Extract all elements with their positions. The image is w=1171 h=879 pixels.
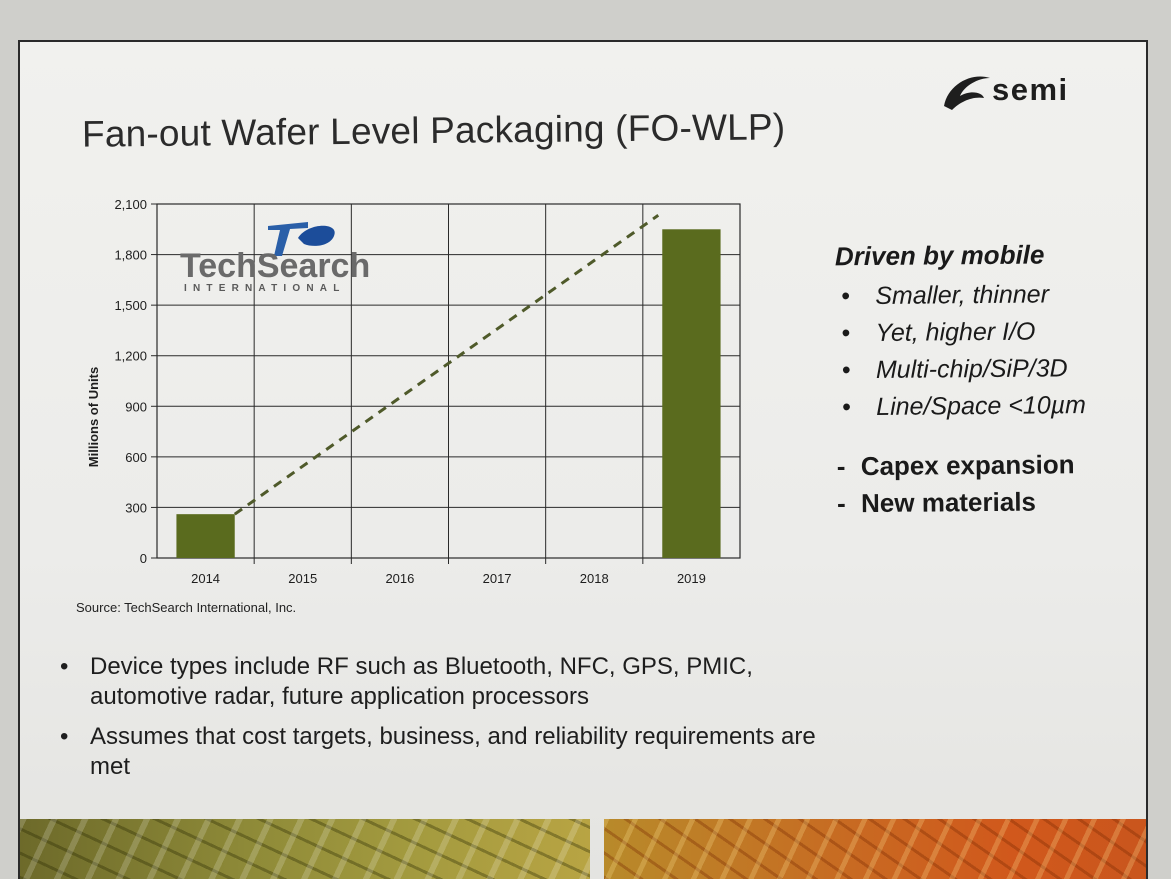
watermark-sub: INTERNATIONAL <box>184 283 346 294</box>
side-heading: Driven by mobile <box>834 239 1045 272</box>
y-tick-label: 1,200 <box>114 349 147 364</box>
chart-source: Source: TechSearch International, Inc. <box>76 600 297 615</box>
side-bullet: • Line/Space <10µm <box>836 387 1136 427</box>
y-tick-label: 900 <box>125 399 147 414</box>
slide: semi Fan-out Wafer Level Packaging (FO-W… <box>18 40 1148 879</box>
x-tick-label: 2016 <box>385 571 414 586</box>
x-tick-label: 2017 <box>483 571 512 586</box>
techsearch-logo-icon <box>268 222 308 256</box>
side-bullet-text: Multi-chip/SiP/3D <box>875 354 1068 384</box>
side-bullet-text: Line/Space <10µm <box>876 391 1087 421</box>
y-axis-label: Millions of Units <box>86 367 101 467</box>
bottom-bullet-text: Device types include RF such as Bluetoot… <box>90 653 753 710</box>
y-tick-label: 0 <box>140 551 147 566</box>
footer-decoration-right <box>604 819 1146 879</box>
side-bullet: • Smaller, thinner <box>835 276 1135 316</box>
dash-item: - Capex expansion <box>837 446 1137 486</box>
bottom-bullet-list: • Device types include RF such as Bluetoo… <box>60 652 820 792</box>
side-bullet-text: Yet, higher I/O <box>875 317 1036 347</box>
bullet-dot-icon: • <box>841 356 851 385</box>
chart-trend <box>233 214 660 516</box>
y-tick-label: 300 <box>125 500 147 515</box>
x-tick-label: 2018 <box>580 571 609 586</box>
bullet-dot-icon: • <box>841 319 851 348</box>
semi-logo-text: semi <box>992 72 1069 107</box>
chart-bars <box>176 229 721 558</box>
dash-icon: - <box>836 488 846 519</box>
chart: TechSearch INTERNATIONAL 0 300 600 900 1,200… <box>60 192 760 632</box>
y-tick-label: 1,500 <box>114 298 147 313</box>
x-tick-label: 2015 <box>288 571 317 586</box>
bar-2014 <box>176 514 235 558</box>
bottom-bullet-text: Assumes that cost targets, business, and… <box>90 723 816 780</box>
x-tick-label: 2014 <box>191 571 220 586</box>
bullet-dot-icon: • <box>841 282 851 311</box>
semi-logo: semi <box>938 66 1128 116</box>
dash-icon: - <box>836 451 846 482</box>
side-dash-list: - Capex expansion - New materials <box>837 446 1138 523</box>
bullet-dot-icon: • <box>60 653 69 680</box>
techsearch-watermark: TechSearch INTERNATIONAL <box>180 222 370 294</box>
side-bullet-text: Smaller, thinner <box>875 280 1050 310</box>
bar-2019 <box>662 229 721 558</box>
side-bullet: • Yet, higher I/O <box>835 313 1135 353</box>
page-title: Fan-out Wafer Level Packaging (FO-WLP) <box>81 106 786 155</box>
bar-chart: TechSearch INTERNATIONAL 0 300 600 900 1,200… <box>86 197 741 586</box>
dash-item: - New materials <box>837 483 1137 523</box>
y-tick-label: 1,800 <box>114 248 147 263</box>
y-tick-label: 2,100 <box>114 197 147 212</box>
dash-item-text: New materials <box>860 486 1037 519</box>
side-panel: Driven by mobile • Smaller, thinner • Yet,… <box>835 239 1137 523</box>
bottom-bullet: • Assumes that cost targets, business, an… <box>60 722 820 782</box>
watermark-brand: TechSearch <box>180 247 370 285</box>
semi-swoosh-icon <box>944 76 990 110</box>
dash-item-text: Capex expansion <box>860 449 1075 482</box>
side-bullet-list: • Smaller, thinner • Yet, higher I/O • Mult… <box>835 276 1136 427</box>
footer-decoration-left <box>20 819 590 879</box>
bullet-dot-icon: • <box>60 723 69 750</box>
trend-line <box>233 214 660 516</box>
bullet-dot-icon: • <box>842 393 852 422</box>
bottom-bullet: • Device types include RF such as Bluetoo… <box>60 652 820 712</box>
chart-axes: 0 300 600 900 1,200 1,500 1,800 2,100 2014 2015 20… <box>114 197 705 586</box>
x-tick-label: 2019 <box>677 571 706 586</box>
side-bullet: • Multi-chip/SiP/3D <box>836 350 1136 390</box>
y-tick-label: 600 <box>125 450 147 465</box>
